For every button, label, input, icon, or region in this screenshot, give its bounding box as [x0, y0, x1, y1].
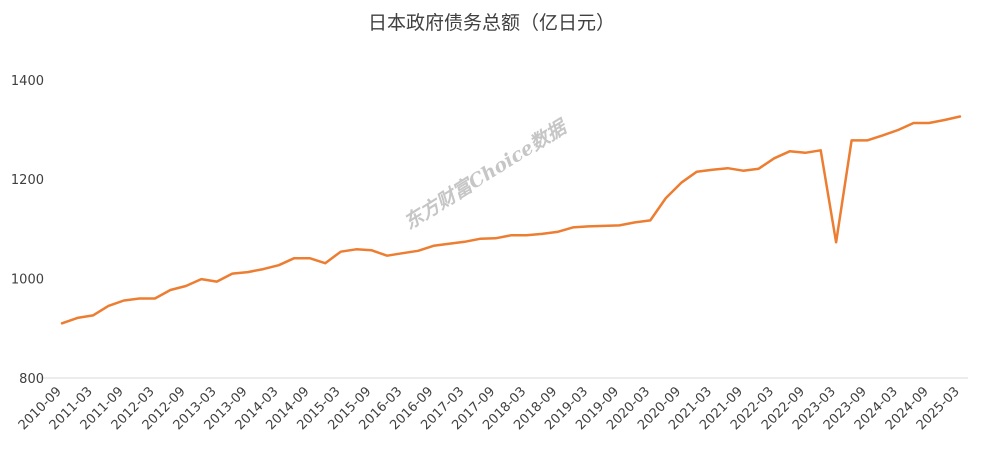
- series-line: [60, 115, 962, 325]
- y-tick-label: 1000: [11, 273, 44, 288]
- y-tick-label: 1400: [11, 74, 44, 89]
- y-tick-label: 800: [19, 372, 44, 387]
- chart-title: 日本政府债务总额（亿日元）: [367, 12, 615, 34]
- y-tick-label: 1200: [11, 173, 44, 188]
